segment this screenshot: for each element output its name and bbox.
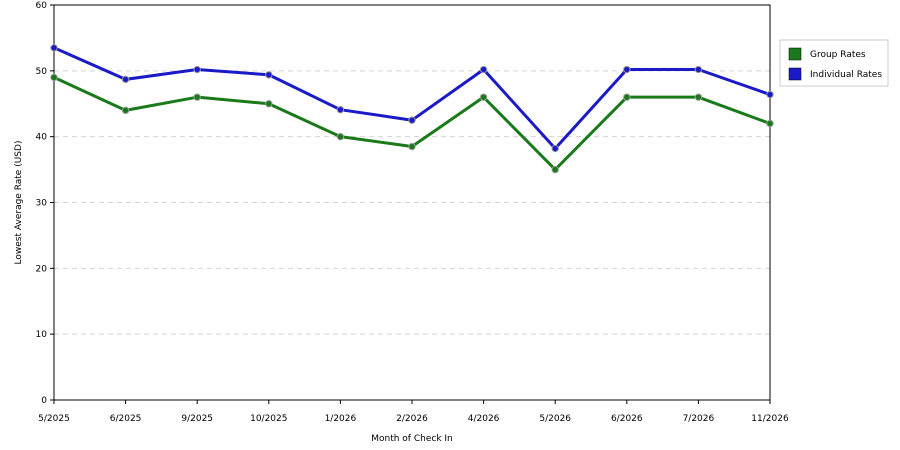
x-tick-label: 11/2026 [751,414,789,424]
x-tick-label: 1/2026 [325,414,357,424]
legend-label-group-rates: Group Rates [810,50,866,60]
y-tick-label: 50 [36,67,48,77]
data-point [121,75,130,84]
data-point [336,132,345,141]
x-tick-label: 2/2026 [396,414,428,424]
legend: Group Rates Individual Rates [779,39,889,87]
data-point [193,93,201,101]
x-tick-label: 5/2026 [539,414,571,424]
data-point [265,71,273,79]
y-tick-label: 30 [36,199,48,209]
data-point [193,65,201,74]
data-point [766,119,774,128]
y-tick-label: 40 [36,133,48,143]
legend-swatch-individual-rates [788,67,802,81]
data-point [479,65,488,74]
data-point [50,73,58,82]
series-lines [50,44,774,174]
legend-swatch-group-rates [788,47,802,61]
x-tick-label: 10/2025 [250,414,287,424]
data-point [479,93,488,101]
data-point [121,106,130,115]
data-point [50,44,58,52]
x-axis-label: Month of Check In [371,434,453,444]
x-tick-label: 7/2026 [683,414,715,424]
data-point [623,65,631,74]
y-tick-label: 20 [36,264,48,274]
y-axis-ticks: 0 10 20 30 40 50 60 [36,1,54,406]
x-tick-label: 9/2025 [181,414,213,424]
data-point [408,116,416,124]
y-tick-label: 0 [41,396,47,406]
y-tick-label: 10 [36,330,48,340]
x-tick-label: 4/2026 [468,414,500,424]
data-point [336,105,345,114]
data-point [265,100,273,108]
data-point [408,142,416,151]
data-point [694,65,703,74]
x-tick-label: 6/2026 [611,414,643,424]
y-axis-label: Lowest Average Rate (USD) [14,141,24,265]
data-point [551,165,559,174]
data-point [623,93,631,101]
y-tick-label: 60 [36,1,48,11]
legend-label-individual-rates: Individual Rates [810,70,882,80]
data-point [551,144,559,153]
data-point [766,90,774,99]
plot-area [53,4,771,401]
data-point [694,93,703,101]
grid-lines [54,70,770,335]
x-tick-label: 5/2025 [38,414,70,424]
x-axis-ticks: 5/2025 6/2025 9/2025 10/2025 1/2026 2/2026 4/2… [38,400,789,424]
x-tick-label: 6/2025 [110,414,142,424]
